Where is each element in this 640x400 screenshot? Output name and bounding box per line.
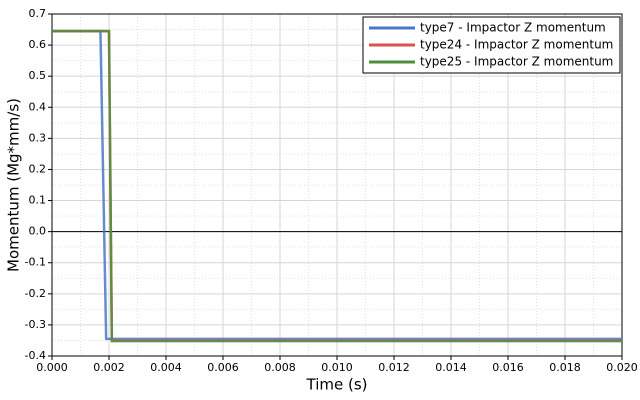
y-tick-label: 0.2 bbox=[29, 162, 47, 175]
x-tick-label: 0.006 bbox=[207, 361, 239, 374]
x-tick-label: 0.002 bbox=[93, 361, 125, 374]
y-tick-label: -0.1 bbox=[25, 256, 46, 269]
y-tick-label: 0.7 bbox=[29, 7, 47, 20]
legend-label: type7 - Impactor Z momentum bbox=[420, 21, 606, 35]
legend-label: type25 - Impactor Z momentum bbox=[420, 55, 613, 69]
x-tick-label: 0.004 bbox=[150, 361, 182, 374]
y-tick-label: -0.4 bbox=[25, 349, 46, 362]
y-tick-label: -0.3 bbox=[25, 318, 46, 331]
x-axis-title: Time (s) bbox=[306, 376, 368, 394]
y-tick-label: 0.0 bbox=[29, 225, 47, 238]
series-line bbox=[52, 29, 622, 343]
x-tick-label: 0.010 bbox=[321, 361, 353, 374]
x-tick-label: 0.016 bbox=[492, 361, 524, 374]
x-tick-label: 0.020 bbox=[606, 361, 638, 374]
x-tick-label: 0.018 bbox=[549, 361, 581, 374]
plot-frame bbox=[51, 13, 623, 357]
y-tick-label: 0.6 bbox=[29, 38, 47, 51]
y-tick-label: 0.3 bbox=[29, 131, 47, 144]
y-tick-label: 0.5 bbox=[29, 69, 47, 82]
x-tick-label: 0.014 bbox=[435, 361, 467, 374]
y-tick-label: -0.2 bbox=[25, 287, 46, 300]
y-tick-label: 0.4 bbox=[29, 100, 47, 113]
legend-label: type24 - Impactor Z momentum bbox=[420, 38, 613, 52]
x-tick-label: 0.008 bbox=[264, 361, 296, 374]
x-tick-label: 0.012 bbox=[378, 361, 410, 374]
y-axis-title: Momentum (Mg*mm/s) bbox=[5, 98, 23, 272]
x-tick-label: 0.000 bbox=[36, 361, 68, 374]
y-tick-label: 0.1 bbox=[29, 194, 47, 207]
